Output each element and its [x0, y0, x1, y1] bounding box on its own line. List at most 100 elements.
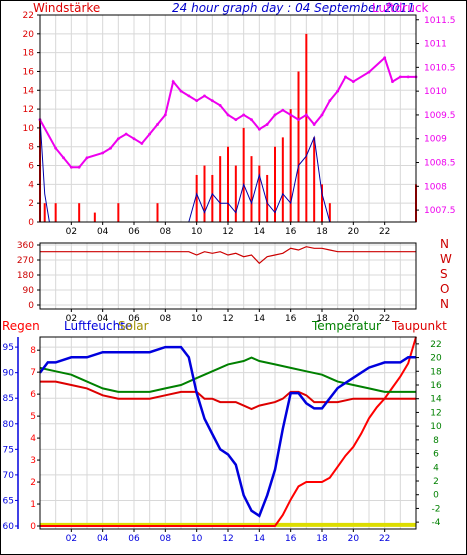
y-tick-label: 8	[28, 143, 34, 153]
y-tick-label: 0	[28, 218, 34, 228]
luftdruck-point	[320, 113, 324, 117]
regen-label: Regen	[2, 319, 40, 333]
y-tick-label: 20	[23, 30, 35, 40]
y-tick-label: 1008.5	[424, 159, 456, 169]
luftdruck-point	[265, 123, 269, 126]
luftdruck-point	[195, 99, 199, 103]
wind-pressure-panel: Windstärke 24 hour graph day : 04 Septem…	[23, 1, 456, 237]
taupunkt-label: Taupunkt	[391, 319, 447, 333]
top-x-axis: 02 04 06 08 10 12 14 16 18 20 22	[66, 222, 390, 237]
direction-letter: N	[440, 297, 449, 311]
luftdruck-point	[367, 70, 371, 74]
y-tick-label: 7	[30, 368, 36, 378]
x-tick-label: 18	[316, 227, 328, 237]
y-tick-label: 95	[3, 343, 14, 353]
y-tick-label: 70	[3, 471, 15, 481]
luftdruck-point	[344, 75, 347, 79]
y-tick-label: 1010.5	[424, 63, 456, 73]
y-tick-label: 360	[17, 241, 34, 251]
y-tick-label: 2	[28, 199, 34, 209]
y-tick-label: 90	[3, 369, 15, 379]
direction-letter: O	[440, 282, 449, 296]
luftdruck-point	[304, 113, 308, 117]
humidity-axis: 95 90 85 80 75 70 65 60	[3, 337, 19, 532]
bottom-gridlines	[40, 337, 416, 529]
luftdruck-point	[187, 94, 191, 98]
y-tick-label: 2	[433, 477, 439, 487]
x-tick-label: 22	[379, 534, 390, 544]
luftdruck-point	[69, 165, 73, 169]
x-tick-label: 12	[222, 314, 233, 324]
y-tick-label: 0	[433, 491, 439, 501]
y-tick-label: 1007.5	[424, 206, 456, 216]
luftfeuchte-label: Luftfeuchte	[64, 319, 132, 333]
luftdruck-point	[234, 118, 238, 122]
x-tick-label: 10	[191, 314, 203, 324]
x-tick-label: 20	[348, 227, 360, 237]
luftdruck-point	[171, 80, 175, 84]
x-tick-label: 14	[254, 534, 266, 544]
y-tick-label: 12	[430, 408, 441, 418]
luftdruck-point	[242, 113, 246, 117]
y-tick-label: 18	[430, 367, 442, 377]
luftdruck-point	[54, 146, 58, 150]
y-tick-label: 90	[23, 286, 35, 296]
y-tick-label: 1008	[424, 182, 447, 192]
x-tick-label: 02	[66, 227, 77, 237]
mid-x-axis: 02 04 06 08 10 12 14 16 18 20 22	[66, 309, 390, 324]
direction-letter: W	[440, 252, 452, 266]
y-tick-label: 8	[30, 346, 36, 356]
chart-title: 24 hour graph day : 04 September 2011	[172, 1, 415, 15]
regen-line	[40, 336, 417, 527]
luftdruck-point	[148, 132, 152, 136]
temperatur-label: Temperatur	[311, 319, 381, 333]
luftdruck-point	[351, 80, 355, 84]
luftdruck-point	[250, 118, 253, 122]
y-tick-label: 65	[3, 496, 14, 506]
x-tick-label: 16	[285, 314, 297, 324]
x-tick-label: 04	[97, 227, 109, 237]
luftdruck-point	[62, 156, 65, 160]
luftdruck-point	[383, 56, 387, 60]
y-tick-label: 180	[17, 271, 34, 281]
x-tick-label: 20	[348, 534, 360, 544]
luftdruck-point	[163, 113, 167, 117]
luftdruck-point	[297, 118, 300, 122]
x-tick-label: 06	[128, 314, 140, 324]
y-tick-label: 8	[433, 436, 439, 446]
luftdruck-point	[77, 165, 81, 169]
y-tick-label: 6	[30, 390, 36, 400]
luftdruck-point	[289, 113, 293, 117]
mid-left-axis: 360 270 180 90 0	[17, 241, 40, 311]
y-tick-label: 75	[3, 445, 14, 455]
x-tick-label: 22	[379, 227, 390, 237]
luftdruck-point	[218, 104, 222, 107]
y-tick-label: 2	[30, 478, 36, 488]
y-tick-label: 16	[23, 67, 35, 77]
luftdruck-point	[406, 75, 410, 79]
x-tick-label: 18	[316, 534, 328, 544]
x-tick-label: 20	[348, 314, 360, 324]
rain-axis: 8 7 6 5 4 3 2 1 0	[30, 346, 40, 532]
y-tick-label: 1009	[424, 135, 447, 145]
windstarke-label: Windstärke	[33, 1, 100, 15]
luftdruck-point	[124, 132, 128, 136]
bottom-series	[39, 336, 417, 527]
y-tick-label: 16	[430, 381, 442, 391]
y-tick-label: 0	[30, 522, 36, 532]
x-tick-label: 04	[97, 314, 109, 324]
luftdruck-point	[109, 146, 112, 150]
luftdruck-point	[226, 113, 230, 117]
luftdruck-point	[101, 151, 105, 155]
x-tick-label: 02	[66, 314, 77, 324]
luftdruck-point	[132, 137, 136, 141]
luftdruck-label: Luftdruck	[372, 1, 429, 15]
solar-label: Solar	[118, 319, 149, 333]
y-tick-label: 14	[430, 395, 442, 405]
x-tick-label: 04	[97, 534, 109, 544]
